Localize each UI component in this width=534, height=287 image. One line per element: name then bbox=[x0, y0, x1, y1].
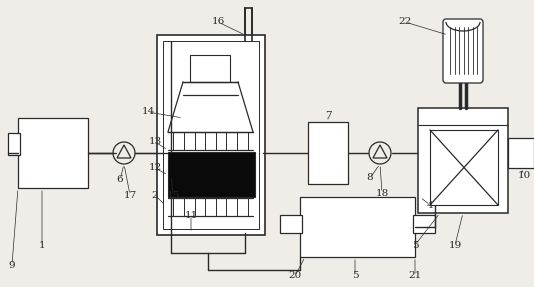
Text: 20: 20 bbox=[288, 272, 302, 280]
Text: 12: 12 bbox=[148, 164, 162, 172]
Bar bbox=[418, 108, 508, 213]
Text: 19: 19 bbox=[449, 241, 461, 249]
Text: 7: 7 bbox=[325, 110, 331, 119]
Bar bbox=[508, 138, 534, 168]
Text: 15: 15 bbox=[167, 191, 179, 199]
Bar bbox=[300, 197, 415, 257]
Bar bbox=[18, 118, 88, 188]
Text: 17: 17 bbox=[123, 191, 137, 199]
Bar bbox=[190, 55, 230, 82]
Text: 8: 8 bbox=[367, 174, 373, 183]
Text: 16: 16 bbox=[211, 18, 225, 26]
Text: 1: 1 bbox=[38, 241, 45, 249]
Text: 22: 22 bbox=[398, 18, 412, 26]
Text: 5: 5 bbox=[412, 241, 418, 249]
Bar bbox=[8, 133, 20, 155]
Bar bbox=[308, 122, 348, 184]
Text: 18: 18 bbox=[375, 189, 389, 197]
FancyBboxPatch shape bbox=[443, 19, 483, 83]
Text: 10: 10 bbox=[517, 170, 531, 179]
Text: 11: 11 bbox=[184, 210, 198, 220]
Text: 5: 5 bbox=[352, 272, 358, 280]
Text: 9: 9 bbox=[9, 261, 15, 269]
Bar bbox=[163, 41, 259, 229]
Bar bbox=[413, 215, 435, 233]
Text: 6: 6 bbox=[117, 175, 123, 185]
Bar bbox=[280, 215, 302, 233]
Text: 13: 13 bbox=[148, 137, 162, 146]
Bar bbox=[168, 152, 255, 197]
Text: 2: 2 bbox=[152, 191, 158, 199]
Text: 4: 4 bbox=[427, 201, 433, 210]
Text: 14: 14 bbox=[142, 108, 155, 117]
Bar bbox=[157, 35, 265, 235]
Bar bbox=[430, 130, 498, 205]
Text: 21: 21 bbox=[409, 272, 422, 280]
